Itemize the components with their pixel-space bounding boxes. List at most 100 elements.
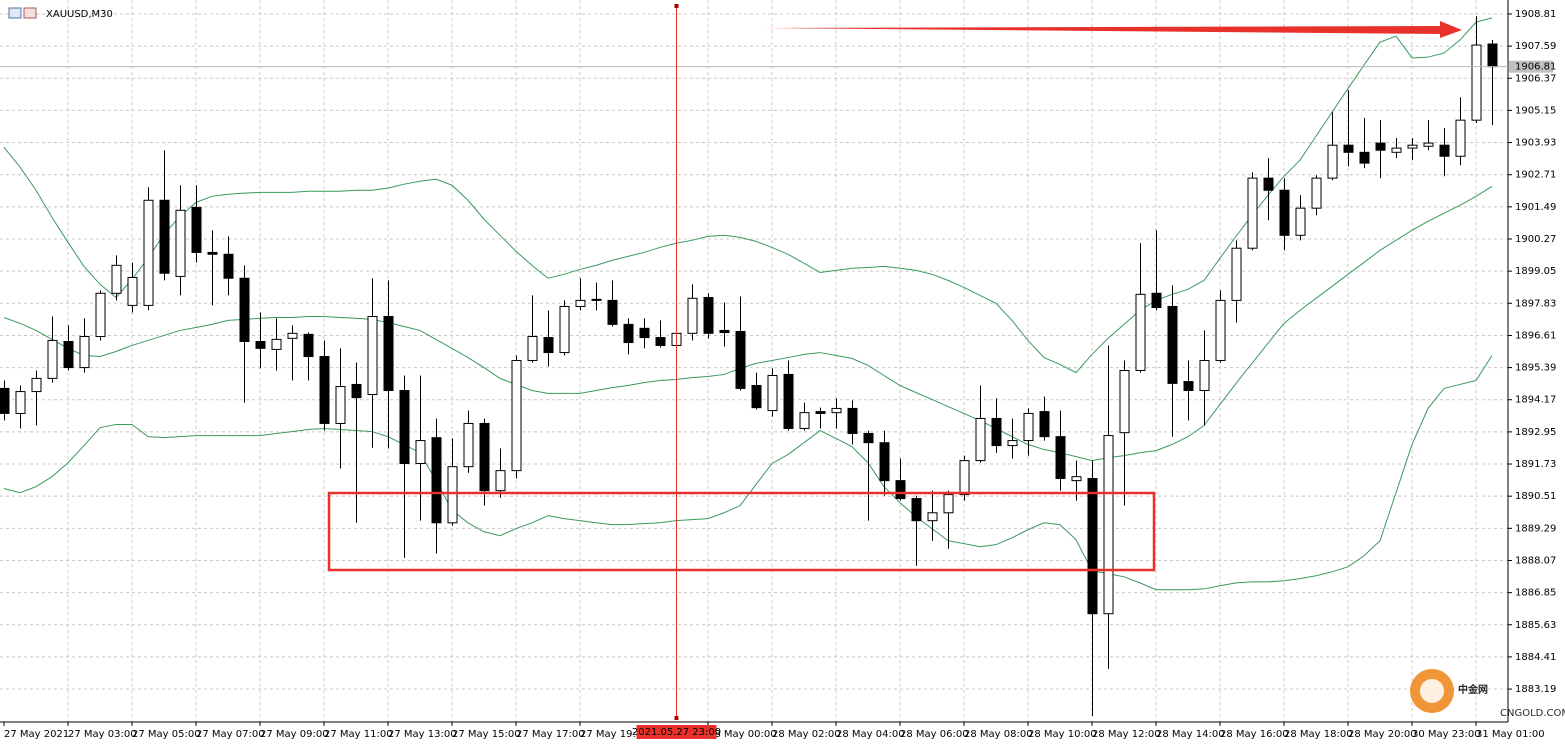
band-line [3, 17, 1493, 374]
x-tick-label: 28 May 14:00 [1156, 729, 1225, 740]
candle-body [0, 387, 10, 414]
candle-body [975, 417, 986, 462]
candle-body [1023, 412, 1034, 442]
y-tick-label: 1894.17 [1515, 395, 1556, 406]
x-tick-label: 28 May 16:00 [1220, 729, 1289, 740]
crosshair-dot [674, 4, 679, 8]
y-tick-label: 1896.61 [1515, 330, 1556, 341]
candle-body [639, 327, 650, 339]
y-tick-label: 1900.27 [1515, 234, 1556, 245]
band-line [3, 185, 1493, 462]
x-tick-label: 27 May 15:00 [452, 729, 521, 740]
candle-body [239, 277, 250, 343]
chart-title: XAUUSD,M30 [46, 9, 113, 20]
x-tick-label: 27 May 2021 [4, 729, 69, 740]
candle-body [543, 337, 554, 354]
title-block: XAUUSD,M30 [8, 7, 113, 20]
candle-body [1487, 43, 1498, 68]
candle-body [1167, 305, 1178, 384]
crosshair-label: 2021.05.27 23:00 [632, 727, 721, 738]
trend-arrow [763, 21, 1462, 38]
candle-body [287, 332, 298, 339]
y-tick-label: 1899.05 [1515, 266, 1556, 277]
candle-body [1279, 189, 1290, 236]
candle-body [1311, 177, 1322, 209]
candle-body [1055, 436, 1066, 480]
candle-body [351, 383, 362, 399]
candle-body [575, 299, 586, 307]
x-tick-label: 30 May 23:00 [1412, 729, 1481, 740]
y-tick-label: 1890.51 [1515, 491, 1556, 502]
candle-body [863, 432, 874, 444]
y-tick-label: 1895.39 [1515, 363, 1556, 374]
candle-body [1183, 381, 1194, 392]
candle-body [495, 470, 506, 492]
x-tick-label: 27 May 07:00 [196, 729, 265, 740]
x-tick-label: 27 May 17:00 [516, 729, 585, 740]
candle-body [719, 329, 730, 334]
candle-body [143, 199, 154, 306]
y-tick-label: 1903.93 [1515, 138, 1556, 149]
crosshair-dot [674, 716, 679, 720]
candle-body [463, 422, 474, 468]
x-tick-label: 28 May 00:00 [708, 729, 777, 740]
y-tick-label: 1885.63 [1515, 620, 1556, 631]
candle-body [799, 412, 810, 429]
candle-body [815, 411, 826, 414]
candle-body [943, 494, 954, 514]
candle-body [383, 315, 394, 392]
candle-body [751, 385, 762, 409]
candle-body [431, 437, 442, 524]
candle-body [127, 276, 138, 306]
y-tick-label: 1886.85 [1515, 588, 1556, 599]
candle-body [1247, 177, 1258, 249]
candle-body [527, 335, 538, 361]
candle-body [847, 407, 858, 434]
icon [8, 7, 22, 19]
watermark-logo-inner [1420, 679, 1444, 703]
candle-body [1151, 292, 1162, 309]
y-tick-label: 1888.07 [1515, 555, 1556, 566]
candle-body [767, 374, 778, 412]
candle-body [1135, 293, 1146, 371]
bid-label: 1906.81 [1515, 62, 1556, 73]
candle-body [1263, 177, 1274, 191]
y-tick-label: 1902.71 [1515, 170, 1556, 181]
candle-body [1375, 142, 1386, 151]
candle-body [271, 338, 282, 350]
x-tick-label: 27 May 05:00 [132, 729, 201, 740]
candle-body [31, 377, 42, 393]
candle-body [1215, 299, 1226, 361]
y-tick-label: 1908.81 [1515, 9, 1556, 20]
bid-label-box [1509, 60, 1553, 73]
y-tick-label: 1883.19 [1515, 684, 1556, 695]
candle-body [319, 356, 330, 424]
candle-body [63, 341, 74, 369]
y-tick-label: 1901.49 [1515, 202, 1556, 213]
candle-body [703, 296, 714, 334]
candle-body [1007, 440, 1018, 447]
candle-body [159, 199, 170, 274]
y-tick-label: 1907.59 [1515, 41, 1556, 52]
x-tick-label: 31 May 01:00 [1476, 729, 1545, 740]
candle-body [879, 442, 890, 482]
y-tick-label: 1891.73 [1515, 459, 1556, 470]
y-tick-label: 1892.95 [1515, 427, 1556, 438]
x-tick-label: 27 May 13:00 [388, 729, 457, 740]
watermark-sub: CNGOLD.COM [1500, 708, 1565, 719]
candle-body [1423, 142, 1434, 147]
y-tick-label: 1884.41 [1515, 652, 1556, 663]
candle-body [1119, 369, 1130, 434]
x-tick-label: 28 May 02:00 [772, 729, 841, 740]
candle-body [79, 335, 90, 369]
candle-body [95, 292, 106, 337]
candle-body [223, 253, 234, 279]
x-tick-label: 27 May 03:00 [68, 729, 137, 740]
band-layer [3, 17, 1493, 591]
candle-body [1103, 435, 1114, 615]
candle-body [1359, 151, 1370, 164]
candle-body [1199, 359, 1210, 392]
candle-body [175, 209, 186, 277]
